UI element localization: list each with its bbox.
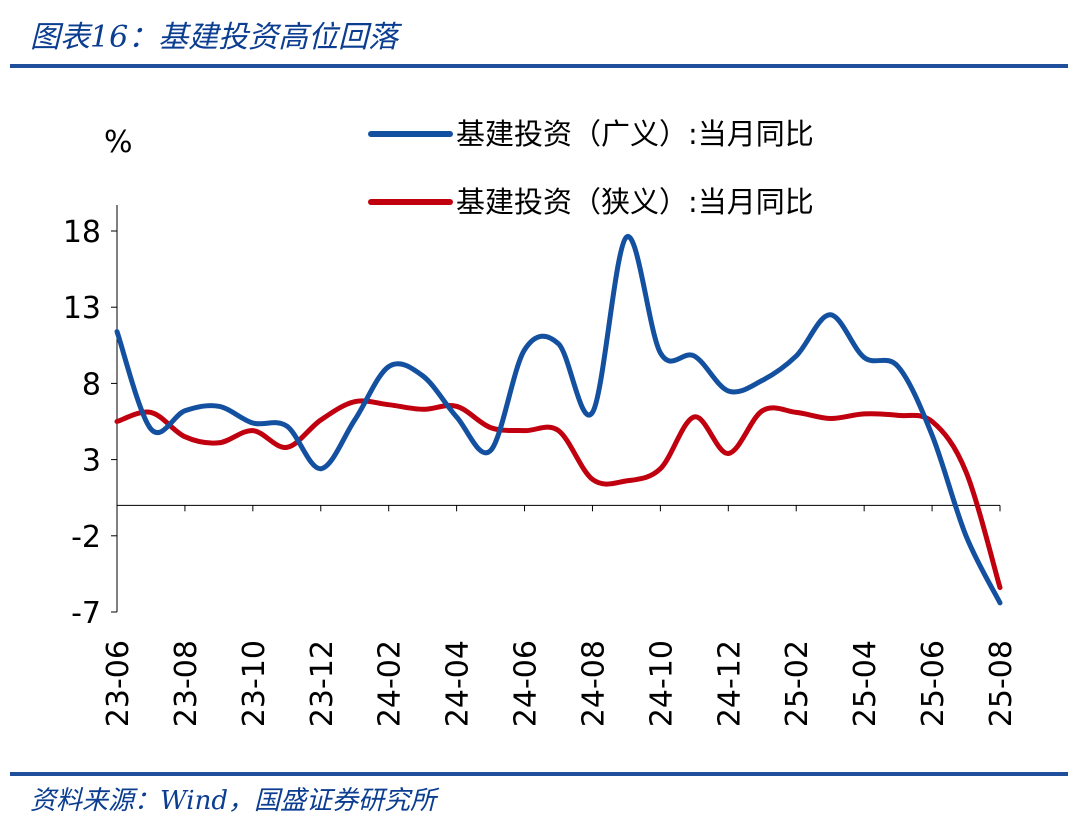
x-tick-label: 23-08 [169,640,204,727]
x-tick-label: 23-12 [305,640,340,727]
x-tick-label: 24-06 [509,640,544,727]
x-tick-label: 24-10 [644,640,679,727]
y-axis-unit-label: % [104,125,133,160]
x-tick-label: 24-04 [441,640,476,727]
x-tick-label: 25-04 [848,640,883,727]
y-tick-label: -7 [71,596,101,631]
top-divider [10,64,1068,68]
figure-title: 图表16：基建投资高位回落 [30,20,399,55]
x-tick-label: 25-02 [780,640,815,727]
y-tick-label: 18 [63,215,101,250]
bottom-divider [10,772,1068,776]
y-tick-label: 13 [63,291,101,326]
legend-label: 基建投资（狭义）:当月同比 [456,185,814,219]
x-tick-label: 24-12 [712,640,747,727]
x-tick-label: 24-08 [576,640,611,727]
legend-label: 基建投资（广义）:当月同比 [456,117,814,151]
y-tick-label: 3 [82,444,101,479]
x-tick-label: 23-06 [101,640,136,727]
axes: 18 13 8 3 -2 -723-06 23-08 23-10 23-12 24-02 24-04… [63,205,1019,727]
x-tick-label: 24-02 [373,640,408,727]
y-tick-label: 8 [82,367,101,402]
x-tick-label: 23-10 [237,640,272,727]
series-line-narrow [114,398,1003,591]
source-note: 资料来源：Wind，国盛证券研究所 [30,786,436,816]
y-tick-label: -2 [71,520,101,555]
series-line-broad [114,234,1003,606]
x-tick-label: 25-08 [984,640,1019,727]
series-layer [114,234,1003,606]
x-tick-label: 25-06 [916,640,951,727]
